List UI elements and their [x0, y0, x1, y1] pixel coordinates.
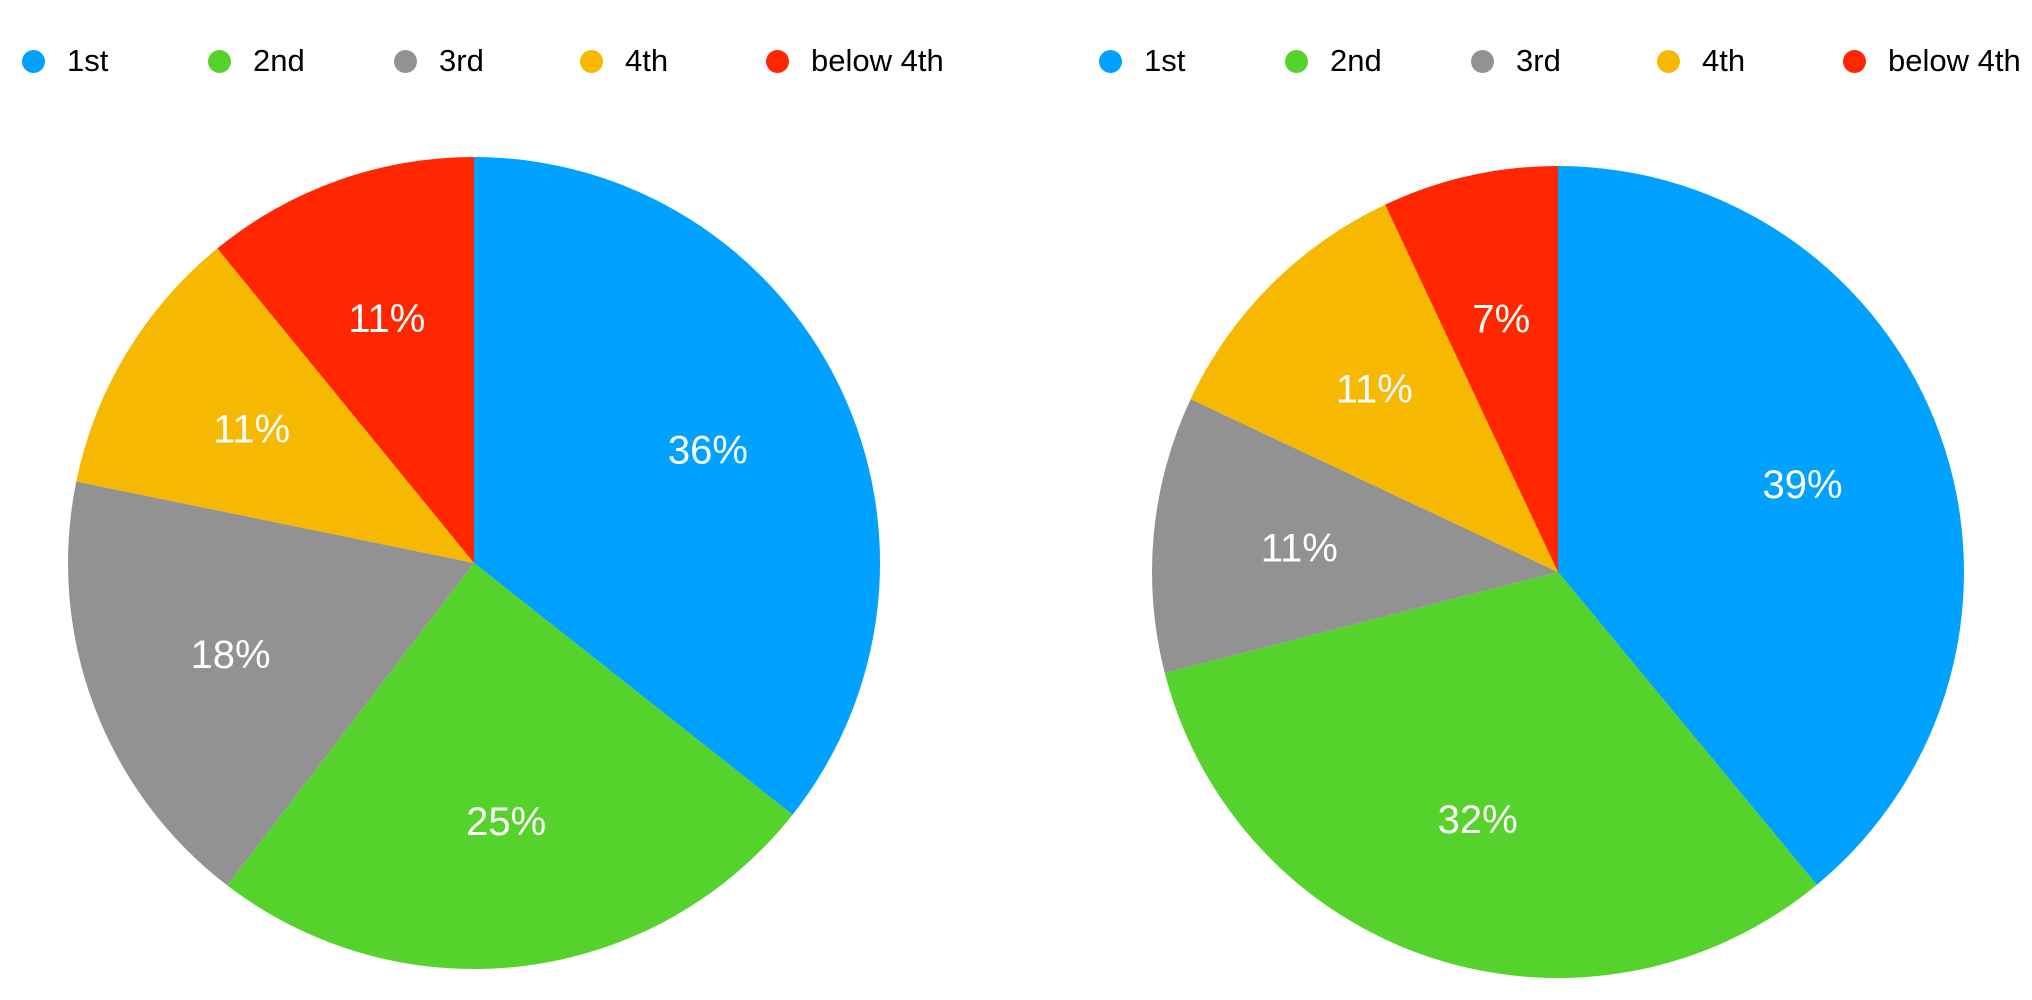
legend-swatch-2nd-icon — [208, 49, 231, 73]
pie-slice-1st — [1558, 166, 1964, 885]
pie-panel-left: 1st 2nd 3rd 4th below 4th 36% 25% 18% 11% 11% — [22, 44, 952, 969]
pie-slice-below-4th — [1385, 166, 1558, 572]
legend-item-below-4th: below 4th — [766, 44, 952, 78]
legend-label-below-4th: below 4th — [811, 43, 944, 78]
legend-swatch-3rd-icon — [1471, 49, 1494, 73]
slice-label-1st: 39% — [1762, 463, 1842, 507]
slice-label-1st: 36% — [668, 429, 748, 473]
legend-item-4th: 4th — [1657, 44, 1843, 78]
legend-label-4th: 4th — [625, 43, 669, 78]
pie-slice-2nd — [227, 563, 793, 969]
slice-label-below-4th: 11% — [348, 297, 425, 341]
legend-right: 1st 2nd 3rd 4th below 4th — [1099, 44, 2029, 78]
legend-swatch-2nd-icon — [1285, 49, 1308, 73]
pie-slice-2nd — [1164, 572, 1817, 978]
legend-swatch-4th-icon — [580, 49, 603, 73]
slice-label-below-4th: 7% — [1472, 297, 1530, 341]
legend-label-1st: 1st — [1144, 43, 1186, 78]
legend-swatch-4th-icon — [1657, 49, 1680, 73]
legend-swatch-1st-icon — [1099, 49, 1122, 73]
legend-item-below-4th: below 4th — [1843, 44, 2029, 78]
legend-label-2nd: 2nd — [253, 43, 305, 78]
legend-label-2nd: 2nd — [1330, 43, 1382, 78]
pie-slice-3rd — [1152, 399, 1558, 673]
slice-label-4th: 11% — [1336, 367, 1413, 411]
legend-label-below-4th: below 4th — [1888, 43, 2021, 78]
slice-label-3rd: 18% — [191, 633, 271, 677]
slice-label-2nd: 25% — [466, 800, 546, 844]
legend-swatch-below-4th-icon — [766, 49, 789, 73]
legend-swatch-3rd-icon — [394, 49, 417, 73]
pie-slice-4th — [76, 248, 474, 563]
pie-panel-right: 1st 2nd 3rd 4th below 4th 39% 32% 11% 11% 7% — [1016, 0, 2032, 1000]
slice-label-4th: 11% — [213, 407, 290, 451]
legend-swatch-1st-icon — [22, 49, 45, 73]
slice-label-3rd: 11% — [1261, 527, 1338, 571]
legend-item-3rd: 3rd — [1471, 44, 1657, 78]
legend-left: 1st 2nd 3rd 4th below 4th — [22, 44, 952, 78]
legend-label-4th: 4th — [1702, 43, 1746, 78]
legend-swatch-below-4th-icon — [1843, 49, 1866, 73]
legend-label-1st: 1st — [67, 43, 109, 78]
legend-item-3rd: 3rd — [394, 44, 580, 78]
legend-item-1st: 1st — [22, 44, 208, 78]
legend-item-4th: 4th — [580, 44, 766, 78]
legend-item-2nd: 2nd — [208, 44, 394, 78]
legend-label-3rd: 3rd — [439, 43, 484, 78]
legend-item-1st: 1st — [1099, 44, 1285, 78]
legend-item-2nd: 2nd — [1285, 44, 1471, 78]
pie-slice-3rd — [68, 481, 474, 886]
legend-label-3rd: 3rd — [1516, 43, 1561, 78]
pie-slice-below-4th — [217, 157, 474, 563]
pie-slice-4th — [1190, 204, 1558, 572]
pie-chart-right: 39% 32% 11% 11% 7% — [1152, 166, 1964, 978]
pie-slice-1st — [474, 157, 880, 815]
pie-chart-left: 36% 25% 18% 11% 11% — [68, 157, 880, 969]
slice-label-2nd: 32% — [1438, 798, 1518, 842]
